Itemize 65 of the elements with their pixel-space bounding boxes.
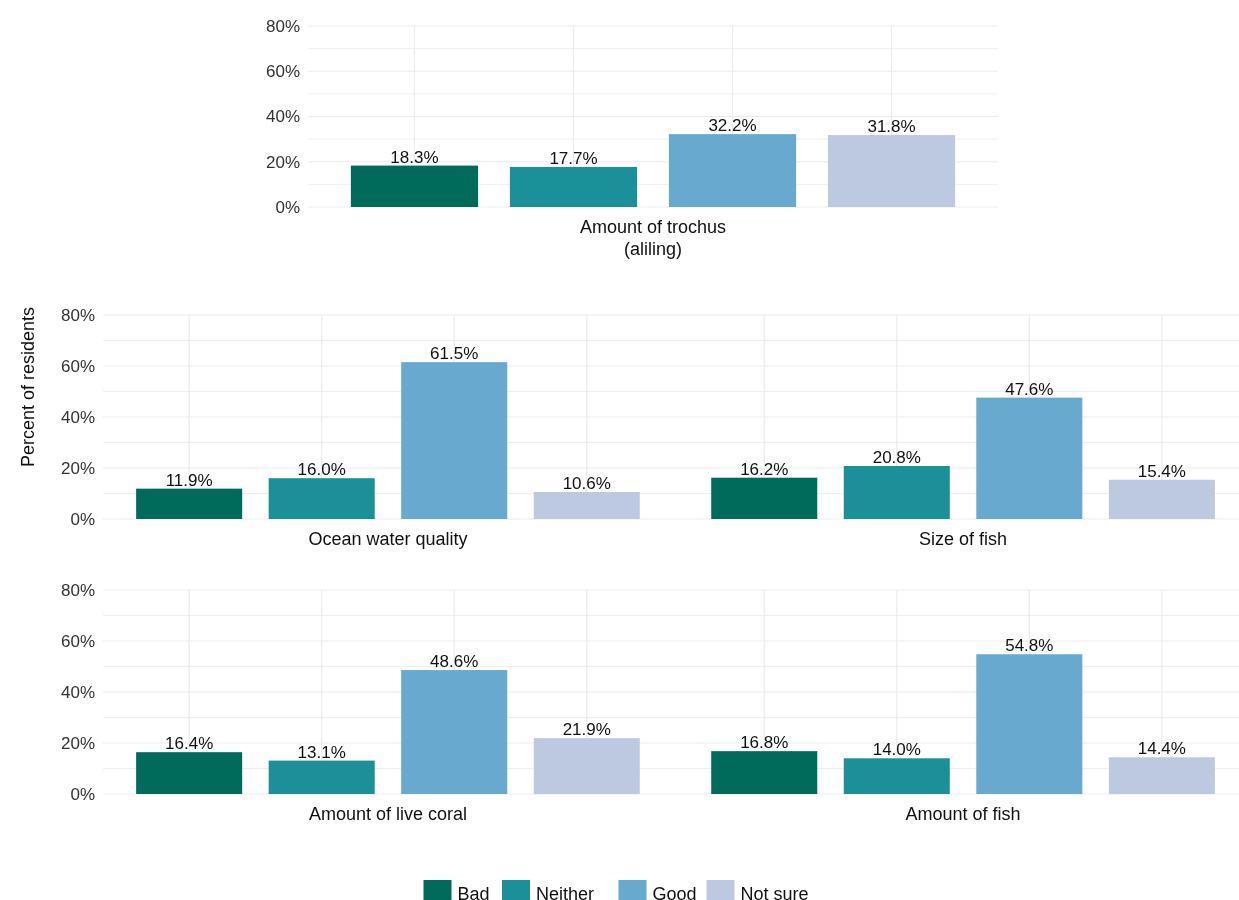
y-tick-label: 40% bbox=[265, 107, 300, 127]
bar bbox=[533, 738, 640, 794]
y-tick-label: 20% bbox=[60, 733, 95, 753]
data-label: 16.4% bbox=[165, 734, 214, 754]
data-label: 47.6% bbox=[1005, 379, 1054, 399]
data-label: 15.4% bbox=[1137, 461, 1186, 481]
bar bbox=[136, 488, 243, 519]
bar bbox=[1108, 757, 1215, 794]
bar bbox=[976, 397, 1083, 519]
bar bbox=[268, 760, 375, 794]
x-tick-label: Ocean water quality bbox=[308, 529, 468, 549]
x-tick-label: Amount of trochus (aliling) bbox=[579, 217, 727, 259]
x-tick-label: Amount of fish bbox=[905, 804, 1021, 824]
bar bbox=[1108, 479, 1215, 519]
legend-label: Good bbox=[652, 884, 697, 900]
data-label: 31.8% bbox=[867, 117, 916, 137]
data-label: 20.8% bbox=[872, 447, 921, 467]
bar bbox=[711, 477, 818, 519]
legend-label: Not sure bbox=[740, 884, 809, 900]
bar bbox=[827, 135, 956, 207]
bar bbox=[843, 465, 950, 519]
data-label: 18.3% bbox=[390, 147, 439, 167]
data-label: 14.4% bbox=[1137, 739, 1186, 759]
bar bbox=[711, 751, 818, 794]
y-tick-label: 0% bbox=[70, 509, 95, 529]
bar bbox=[843, 758, 950, 794]
y-tick-label: 20% bbox=[265, 152, 300, 172]
data-label: 48.6% bbox=[430, 652, 479, 672]
data-label: 32.2% bbox=[708, 116, 757, 136]
data-label: 54.8% bbox=[1005, 636, 1054, 656]
bar bbox=[401, 362, 508, 519]
y-tick-label: 20% bbox=[60, 458, 95, 478]
y-tick-label: 0% bbox=[70, 784, 95, 804]
bar bbox=[136, 752, 243, 794]
y-tick-label: 60% bbox=[265, 62, 300, 82]
y-tick-label: 80% bbox=[60, 305, 95, 325]
bar bbox=[509, 166, 638, 207]
x-tick-label: Size of fish bbox=[919, 529, 1008, 549]
data-label: 13.1% bbox=[297, 742, 346, 762]
data-label: 16.8% bbox=[740, 733, 789, 753]
data-label: 17.7% bbox=[549, 148, 598, 168]
data-label: 21.9% bbox=[562, 720, 611, 740]
y-tick-label: 40% bbox=[60, 682, 95, 702]
y-tick-label: 80% bbox=[60, 580, 95, 600]
y-tick-label: 0% bbox=[275, 197, 300, 217]
y-tick-label: 80% bbox=[265, 16, 300, 36]
y-axis-title: Percent of residents bbox=[18, 306, 38, 468]
bar bbox=[268, 478, 375, 519]
bar bbox=[401, 670, 508, 794]
y-tick-label: 60% bbox=[60, 631, 95, 651]
data-label: 14.0% bbox=[872, 740, 921, 760]
y-tick-label: 40% bbox=[60, 407, 95, 427]
bar bbox=[350, 165, 479, 207]
bar bbox=[533, 491, 640, 519]
data-label: 10.6% bbox=[562, 473, 611, 493]
bar bbox=[976, 654, 1083, 794]
data-label: 16.0% bbox=[297, 460, 346, 480]
bar bbox=[668, 134, 797, 207]
y-tick-label: 60% bbox=[60, 356, 95, 376]
x-tick-label: Amount of live coral bbox=[308, 804, 467, 824]
legend-label: Neither bbox=[536, 884, 595, 900]
data-label: 61.5% bbox=[430, 344, 479, 364]
legend-label: Bad bbox=[457, 884, 490, 900]
data-label: 16.2% bbox=[740, 459, 789, 479]
data-label: 11.9% bbox=[165, 470, 213, 490]
